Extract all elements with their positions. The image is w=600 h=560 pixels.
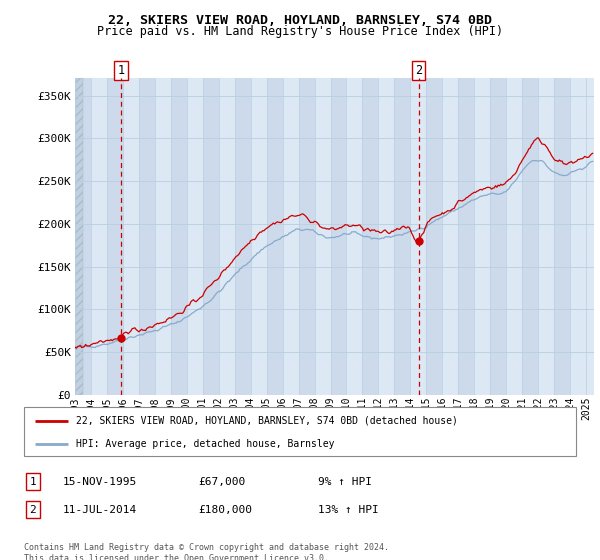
Bar <box>506 78 522 395</box>
Bar <box>155 78 171 395</box>
FancyBboxPatch shape <box>24 407 576 456</box>
Bar <box>171 78 187 395</box>
Bar <box>314 78 331 395</box>
Text: 22, SKIERS VIEW ROAD, HOYLAND, BARNSLEY, S74 0BD (detached house): 22, SKIERS VIEW ROAD, HOYLAND, BARNSLEY,… <box>76 416 458 426</box>
Text: Contains HM Land Registry data © Crown copyright and database right 2024.
This d: Contains HM Land Registry data © Crown c… <box>24 543 389 560</box>
Text: 15-NOV-1995: 15-NOV-1995 <box>63 477 137 487</box>
Text: 13% ↑ HPI: 13% ↑ HPI <box>318 505 379 515</box>
Bar <box>75 78 91 395</box>
Text: Price paid vs. HM Land Registry's House Price Index (HPI): Price paid vs. HM Land Registry's House … <box>97 25 503 38</box>
Bar <box>570 78 586 395</box>
Text: 2: 2 <box>29 505 37 515</box>
Bar <box>251 78 266 395</box>
Bar <box>203 78 219 395</box>
Bar <box>219 78 235 395</box>
Bar <box>442 78 458 395</box>
Bar <box>379 78 394 395</box>
Bar <box>538 78 554 395</box>
Bar <box>235 78 251 395</box>
Text: £67,000: £67,000 <box>198 477 245 487</box>
Bar <box>139 78 155 395</box>
Bar <box>299 78 314 395</box>
Bar <box>187 78 203 395</box>
Bar <box>490 78 506 395</box>
Bar <box>283 78 299 395</box>
Text: 1: 1 <box>29 477 37 487</box>
Bar <box>427 78 442 395</box>
Bar <box>410 78 427 395</box>
Text: 22, SKIERS VIEW ROAD, HOYLAND, BARNSLEY, S74 0BD: 22, SKIERS VIEW ROAD, HOYLAND, BARNSLEY,… <box>108 14 492 27</box>
Bar <box>554 78 570 395</box>
Text: 11-JUL-2014: 11-JUL-2014 <box>63 505 137 515</box>
Bar <box>522 78 538 395</box>
Text: £180,000: £180,000 <box>198 505 252 515</box>
Bar <box>331 78 346 395</box>
Bar <box>123 78 139 395</box>
Text: HPI: Average price, detached house, Barnsley: HPI: Average price, detached house, Barn… <box>76 439 335 449</box>
Bar <box>474 78 490 395</box>
Bar <box>107 78 123 395</box>
Text: 9% ↑ HPI: 9% ↑ HPI <box>318 477 372 487</box>
Bar <box>362 78 379 395</box>
Bar <box>266 78 283 395</box>
Bar <box>458 78 474 395</box>
Bar <box>91 78 107 395</box>
Text: 2: 2 <box>415 64 422 77</box>
Bar <box>346 78 362 395</box>
Text: 1: 1 <box>118 64 125 77</box>
Bar <box>394 78 410 395</box>
Bar <box>75 78 83 395</box>
